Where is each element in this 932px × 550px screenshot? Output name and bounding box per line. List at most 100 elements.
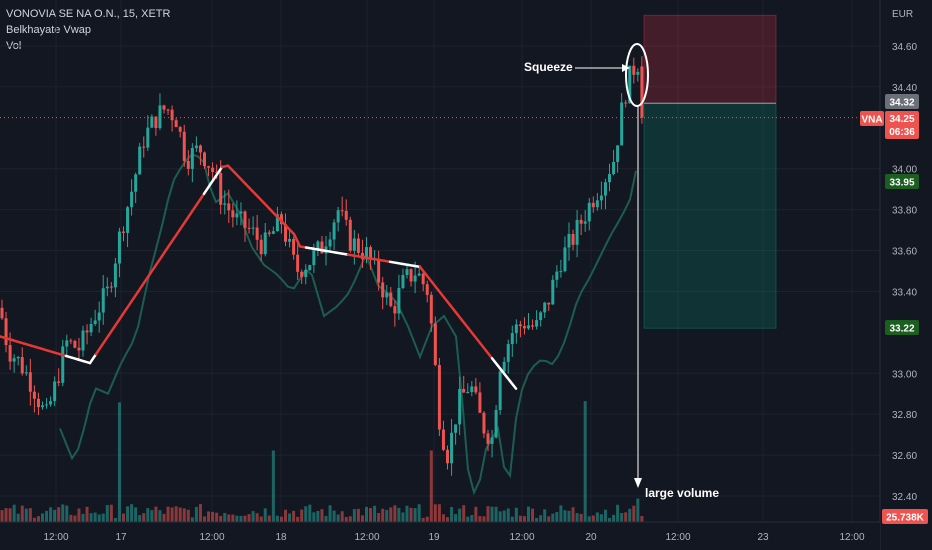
volume-bar bbox=[53, 509, 57, 522]
candle-body bbox=[632, 65, 636, 75]
reward-zone bbox=[643, 102, 777, 329]
candle-body bbox=[369, 247, 373, 260]
candle-body bbox=[478, 392, 482, 413]
vwap-segment bbox=[496, 364, 506, 375]
volume-bar bbox=[134, 507, 138, 522]
vwap-segment bbox=[130, 290, 140, 302]
volume-bar bbox=[474, 506, 478, 522]
vwap-segment bbox=[286, 226, 296, 236]
volume-bar bbox=[441, 514, 445, 522]
candle-body bbox=[336, 210, 340, 223]
candle-body bbox=[595, 200, 599, 208]
volume-bar bbox=[117, 402, 121, 522]
candle-body bbox=[474, 386, 478, 393]
stop-price-badge-bg bbox=[885, 174, 919, 189]
candle-body bbox=[198, 145, 202, 153]
volume-bar bbox=[300, 509, 304, 522]
time-tick-label: 12:00 bbox=[665, 532, 690, 543]
volume-bar bbox=[365, 506, 368, 522]
candle-body bbox=[150, 116, 154, 128]
candle-body bbox=[73, 340, 77, 348]
indicator-label[interactable]: Belkhayate Vwap bbox=[6, 24, 91, 36]
candle-body bbox=[89, 323, 93, 333]
vwap-segment bbox=[226, 164, 236, 174]
candle-body bbox=[377, 258, 381, 283]
candle-body bbox=[279, 214, 283, 225]
position-tool[interactable] bbox=[643, 14, 777, 329]
candle-body bbox=[69, 340, 73, 342]
volume-bar bbox=[227, 514, 231, 522]
vwap-segment bbox=[142, 272, 152, 285]
candle-body bbox=[142, 146, 146, 148]
vwap-segment bbox=[100, 335, 110, 347]
candle-body bbox=[328, 239, 332, 247]
candle-body bbox=[494, 410, 498, 438]
volume-bar bbox=[275, 515, 279, 522]
volume-bar bbox=[292, 510, 296, 522]
candle-body bbox=[413, 275, 417, 282]
candle-body bbox=[65, 340, 69, 347]
candle-body bbox=[599, 195, 603, 201]
volume-bar bbox=[571, 507, 575, 522]
candle-body bbox=[288, 239, 292, 242]
annotations[interactable]: Squeeze large volume bbox=[524, 43, 719, 500]
volume-bar bbox=[632, 505, 636, 522]
candle-body bbox=[348, 219, 352, 251]
bottom-price-badge-bg bbox=[885, 320, 919, 335]
candle-body bbox=[296, 254, 300, 272]
candle-body bbox=[243, 211, 247, 228]
time-axis[interactable]: 12:00 17 12:00 18 12:00 19 12:00 20 12:00 23 12:00 bbox=[0, 521, 880, 550]
vwap-segment bbox=[160, 245, 170, 258]
volume-bar bbox=[336, 514, 340, 522]
vwap-segment bbox=[124, 299, 134, 311]
candle-body bbox=[36, 398, 40, 408]
candle-body bbox=[4, 318, 8, 346]
volume-bar bbox=[150, 510, 154, 522]
price-axis[interactable]: EUR 34.60 34.40 34.00 33.80 33.60 33.40 33.00 32… bbox=[879, 0, 932, 550]
bottom-price-badge: 33.22 bbox=[889, 324, 914, 335]
candle-body bbox=[275, 214, 279, 232]
volume-bar bbox=[304, 506, 308, 522]
vwap-segment bbox=[424, 273, 434, 284]
candle-body bbox=[587, 202, 591, 222]
candle-body bbox=[174, 120, 178, 128]
candle-body bbox=[571, 233, 575, 245]
candle-body bbox=[300, 271, 304, 278]
volume-bar bbox=[194, 506, 198, 522]
volume-bar bbox=[433, 504, 437, 522]
candle-body bbox=[53, 381, 57, 402]
volume-bar bbox=[587, 516, 591, 522]
symbol-title[interactable]: VONOVIA SE NA O.N., 15, XETR bbox=[6, 8, 171, 20]
volume-bar bbox=[190, 517, 194, 522]
volume-bar bbox=[308, 504, 312, 522]
volume-bar bbox=[251, 511, 255, 522]
candle-body bbox=[292, 239, 296, 255]
vwap-segment bbox=[472, 334, 482, 345]
volume-bar bbox=[563, 510, 567, 522]
volume-bar bbox=[437, 504, 441, 522]
volume-bar bbox=[158, 510, 162, 522]
volume-bar bbox=[486, 506, 490, 522]
candle-body bbox=[490, 437, 494, 444]
volume-bar bbox=[405, 505, 409, 522]
candle-body bbox=[628, 65, 632, 104]
candle-body bbox=[105, 286, 109, 289]
volume-bar bbox=[531, 508, 535, 522]
price-tick-label: 32.80 bbox=[892, 410, 917, 421]
time-axis-bg bbox=[0, 522, 880, 550]
candle-body bbox=[539, 312, 543, 321]
stop-price-badge: 33.95 bbox=[889, 178, 914, 189]
volume-bar bbox=[28, 508, 32, 522]
volume-bar bbox=[332, 510, 336, 522]
candle-body bbox=[620, 102, 624, 146]
vwap-segment bbox=[502, 372, 512, 383]
volume-bar bbox=[567, 510, 571, 522]
volume-bar bbox=[12, 504, 16, 522]
volume-bar bbox=[146, 508, 150, 522]
volume-bar bbox=[97, 514, 101, 522]
volume-bar bbox=[41, 513, 44, 522]
volume-bar bbox=[77, 508, 81, 522]
candle-body bbox=[203, 152, 206, 167]
vwap-segment bbox=[442, 296, 452, 307]
